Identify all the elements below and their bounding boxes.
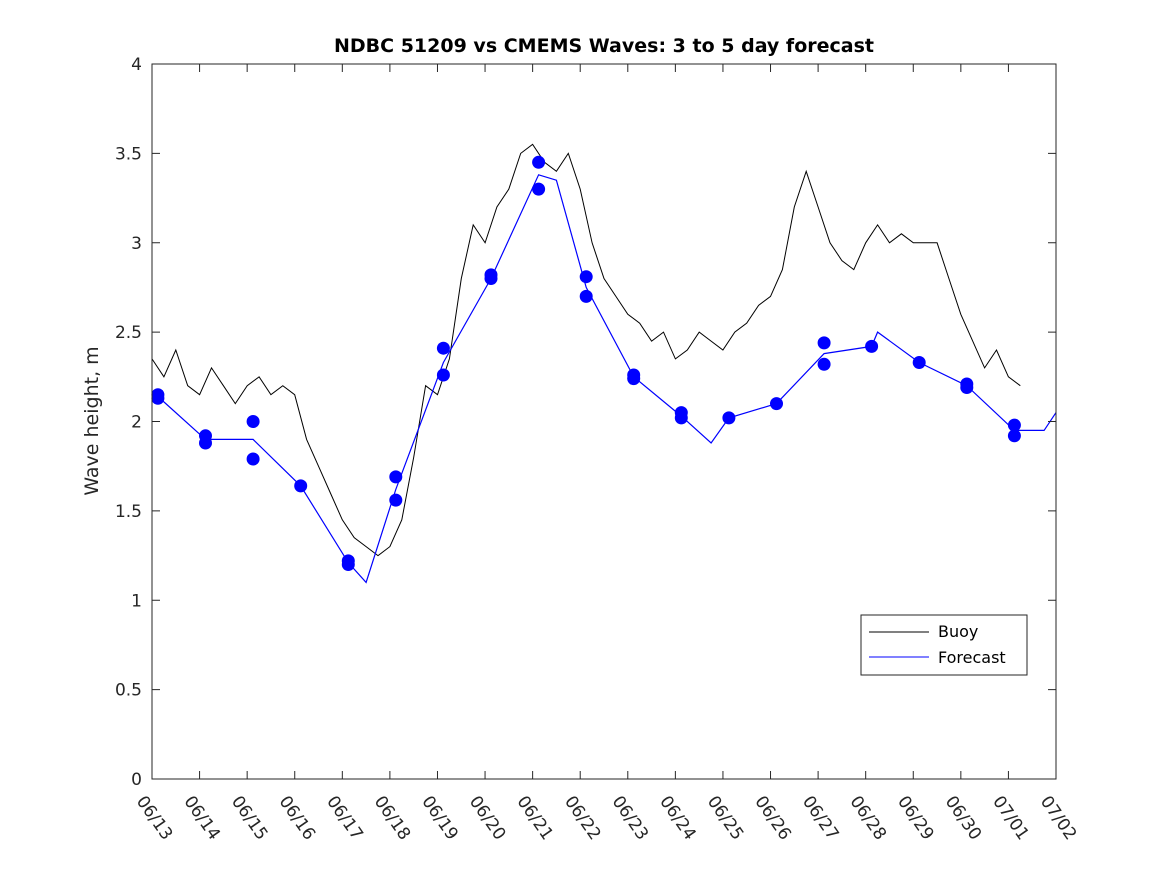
forecast-marker <box>151 391 165 405</box>
legend-box <box>860 614 1028 676</box>
forecast-marker <box>817 357 831 371</box>
y-tick-label: 2.5 <box>115 323 142 343</box>
forecast-marker <box>912 356 926 369</box>
forecast-marker <box>484 272 498 285</box>
y-tick-label: 3 <box>131 234 142 254</box>
chart-title: NDBC 51209 vs CMEMS Waves: 3 to 5 day fo… <box>334 35 874 57</box>
forecast-marker <box>817 336 831 350</box>
forecast-marker <box>627 372 641 386</box>
forecast-marker <box>436 368 450 382</box>
forecast-marker <box>436 341 450 355</box>
forecast-marker <box>960 381 974 394</box>
forecast-marker <box>341 558 355 571</box>
forecast-marker <box>389 470 403 484</box>
y-tick-label: 0.5 <box>115 681 142 701</box>
forecast-marker <box>579 289 593 303</box>
forecast-marker <box>722 411 736 425</box>
series-line-buoy <box>151 143 1021 557</box>
y-tick-label: 1 <box>131 591 142 611</box>
forecast-marker <box>770 397 783 411</box>
forecast-marker <box>532 182 546 196</box>
forecast-marker <box>246 415 260 428</box>
y-tick-label: 4 <box>131 55 142 75</box>
forecast-marker <box>865 339 879 353</box>
forecast-marker <box>1007 418 1021 432</box>
y-tick-label: 1.5 <box>115 502 142 522</box>
forecast-marker <box>1007 429 1021 443</box>
y-tick-label: 0 <box>131 770 142 790</box>
legend-label-buoy: Buoy <box>938 622 978 641</box>
forecast-marker <box>246 452 260 466</box>
forecast-marker <box>389 493 403 507</box>
forecast-marker <box>674 411 688 425</box>
forecast-marker <box>294 479 308 493</box>
y-tick-label: 3.5 <box>115 144 142 164</box>
y-tick-label: 2 <box>131 413 142 433</box>
y-axis-label: Wave height, m <box>81 346 103 495</box>
legend: Buoy Forecast <box>860 614 1028 676</box>
forecast-marker <box>199 436 212 450</box>
forecast-marker <box>579 270 593 284</box>
forecast-markers <box>151 155 1021 571</box>
legend-label-forecast: Forecast <box>938 648 1006 667</box>
forecast-marker <box>532 155 546 169</box>
